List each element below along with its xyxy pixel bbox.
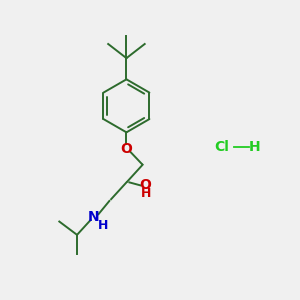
Text: O: O bbox=[121, 142, 132, 155]
Text: O: O bbox=[140, 178, 152, 192]
Text: H: H bbox=[141, 187, 152, 200]
Text: N: N bbox=[88, 210, 100, 224]
Text: H: H bbox=[249, 140, 260, 154]
Text: H: H bbox=[98, 219, 109, 232]
Text: Cl: Cl bbox=[215, 140, 230, 154]
